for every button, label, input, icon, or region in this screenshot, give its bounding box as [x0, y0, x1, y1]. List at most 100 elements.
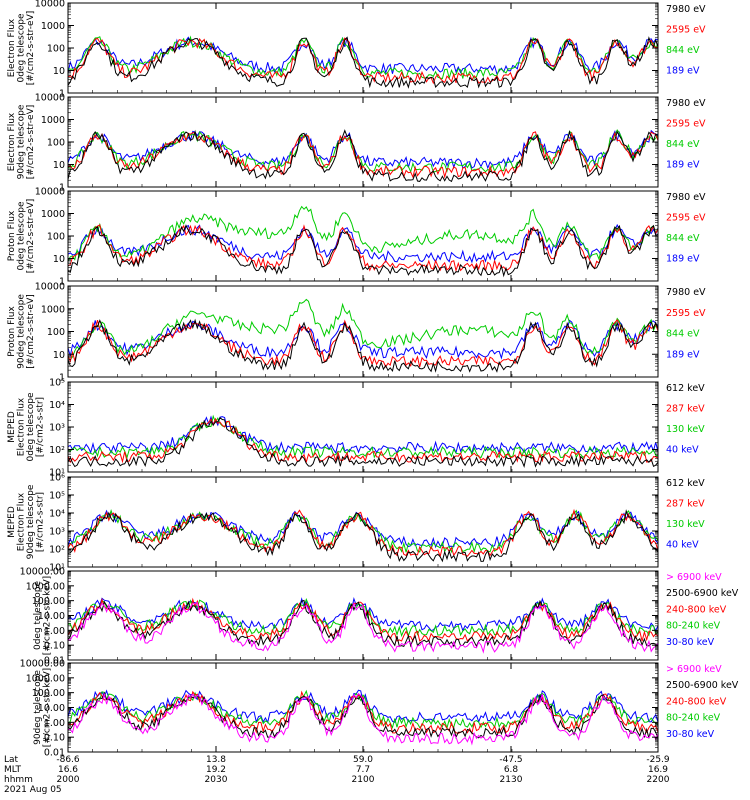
- y-tick-label: 10³: [49, 527, 65, 538]
- y-tick-label: 10000: [35, 282, 65, 293]
- legend-entry: > 6900 keV: [666, 572, 722, 583]
- y-tick-label: 10¹: [49, 563, 65, 574]
- y-tick-label: 1.00: [44, 626, 65, 637]
- y-tick-label: 10³: [49, 423, 65, 434]
- y-axis-label-line: [#/cm2-s-str-eV]: [26, 199, 36, 274]
- x-tick-mlt: 16.9: [648, 765, 668, 775]
- trace-240-800-kev: [68, 597, 658, 643]
- y-tick-label: 10⁵: [49, 491, 65, 502]
- panel-frame: [67, 190, 659, 282]
- legend-entry: 30-80 keV: [666, 637, 715, 648]
- y-tick-label: 1: [59, 373, 65, 384]
- y-tick-label: 10000.00: [20, 659, 65, 670]
- legend-entry: 240-800 keV: [666, 604, 727, 615]
- trace-30-80-kev: [68, 596, 658, 632]
- y-axis-label-line: [#/cm2-s-str-eV]: [26, 105, 36, 180]
- legend-entry: 189 eV: [666, 160, 700, 171]
- trace-130-kev: [68, 414, 658, 460]
- y-tick-label: 10000.00: [20, 567, 65, 578]
- x-tick-mlt: 16.6: [58, 765, 78, 775]
- trace-189-ev: [68, 319, 658, 360]
- y-tick-label: 0.10: [44, 733, 65, 744]
- trace-287-kev: [68, 508, 658, 559]
- legend-entry: > 6900 keV: [666, 664, 722, 675]
- trace-844-ev: [68, 35, 658, 81]
- x-tick-lat: 13.8: [206, 755, 226, 765]
- y-axis-label-line: Electron Flux: [17, 492, 27, 551]
- legend-entry: 80-240 keV: [666, 713, 721, 724]
- y-tick-label: 10⁴: [49, 400, 65, 411]
- legend-entry: 844 eV: [666, 233, 700, 244]
- legend-entry: 189 eV: [666, 349, 700, 360]
- y-axis-label-line: 90deg telescope: [33, 670, 43, 745]
- panel-3-traces: [68, 205, 658, 278]
- trace-7980-ev: [68, 318, 658, 373]
- legend-entry: 189 eV: [666, 254, 700, 265]
- trace--6900-kev: [68, 692, 658, 746]
- x-tick-lat: -47.5: [499, 755, 522, 765]
- legend-entry: 2595 eV: [666, 308, 706, 319]
- y-tick-label: 10²: [49, 545, 65, 556]
- trace-612-kev: [68, 509, 658, 563]
- x-tick-hhmm: 2200: [647, 775, 670, 785]
- legend-entry: 7980 eV: [666, 287, 706, 298]
- y-axis-label-line: Electron Flux: [7, 18, 17, 77]
- trace-7980-ev: [68, 129, 658, 183]
- y-tick-label: 10.00: [38, 611, 65, 622]
- y-tick-label: 10²: [49, 445, 65, 456]
- y-axis-label-line: [#/cm2-s-str]: [36, 492, 46, 552]
- x-tick-lat: -86.6: [56, 755, 80, 765]
- y-tick-label: 10.00: [38, 703, 65, 714]
- legend-entry: 7980 eV: [666, 4, 706, 15]
- legend-entry: 30-80 keV: [666, 729, 715, 740]
- x-tick-lat: -25.9: [646, 755, 670, 765]
- y-axis-label-line: [#/cm2-s-str]: [36, 397, 46, 457]
- legend-entry: 80-240 keV: [666, 621, 721, 632]
- legend-entry: 240-800 keV: [666, 696, 727, 707]
- trace--6900-kev: [68, 601, 658, 654]
- y-tick-label: 1000.00: [26, 581, 65, 592]
- panel-4-traces: [68, 298, 658, 373]
- y-axis-label-line: [#/cm2-s-str-eV]: [26, 294, 36, 369]
- trace-7980-ev: [68, 36, 658, 89]
- x-tick-hhmm: 2100: [352, 775, 375, 785]
- y-axis-label-line: Electron Flux: [17, 397, 27, 456]
- trace-40-kev: [68, 509, 658, 549]
- legend-entry: 844 eV: [666, 329, 700, 340]
- y-tick-label: 10000: [35, 93, 65, 104]
- legend-entry: 2595 eV: [666, 119, 706, 130]
- legend-entry: 130 keV: [666, 424, 705, 435]
- y-tick-label: 100: [47, 44, 65, 55]
- y-tick-label: 0.01: [44, 656, 65, 667]
- legend-entry: 2595 eV: [666, 213, 706, 224]
- y-tick-label: 100: [47, 232, 65, 243]
- legend-entry: 287 keV: [666, 404, 705, 415]
- y-tick-label: 100: [47, 327, 65, 338]
- x-row-label: Lat: [4, 755, 19, 765]
- legend-entry: 2500-6900 keV: [666, 680, 739, 691]
- y-axis-label-line: Proton Flux: [7, 306, 17, 357]
- y-tick-label: 100: [47, 138, 65, 149]
- panel-frame: [67, 381, 659, 473]
- panel-1: 1 10 100 1000 10000 Electron Flux 0deg telesco…: [7, 0, 706, 100]
- y-tick-label: 10⁶: [49, 473, 65, 484]
- y-axis-label-line: 90deg telescope: [17, 104, 27, 179]
- panel-1-traces: [68, 35, 658, 89]
- panel-8: 0.01 0.10 1.00 10.00 100.00 1000.00 10000.0090…: [20, 659, 739, 759]
- y-axis-label-line: MEPED: [7, 506, 17, 538]
- y-axis-label-line: 0deg telescope: [26, 392, 36, 462]
- legend-entry: 287 keV: [666, 499, 705, 510]
- trace-30-80-kev: [68, 689, 658, 724]
- y-tick-label: 10000: [35, 0, 65, 10]
- y-tick-label: 1: [59, 277, 65, 288]
- legend-entry: 2500-6900 keV: [666, 588, 739, 599]
- trace-2595-ev: [68, 131, 658, 179]
- panel-7-traces: [68, 596, 658, 654]
- trace-7980-ev: [68, 224, 658, 278]
- legend-entry: 612 keV: [666, 478, 705, 489]
- y-tick-label: 10: [53, 160, 65, 171]
- y-axis-label-line: Proton Flux: [7, 210, 17, 261]
- y-tick-label: 1000: [41, 304, 65, 315]
- trace-189-ev: [68, 129, 658, 170]
- panel-2-traces: [68, 129, 658, 183]
